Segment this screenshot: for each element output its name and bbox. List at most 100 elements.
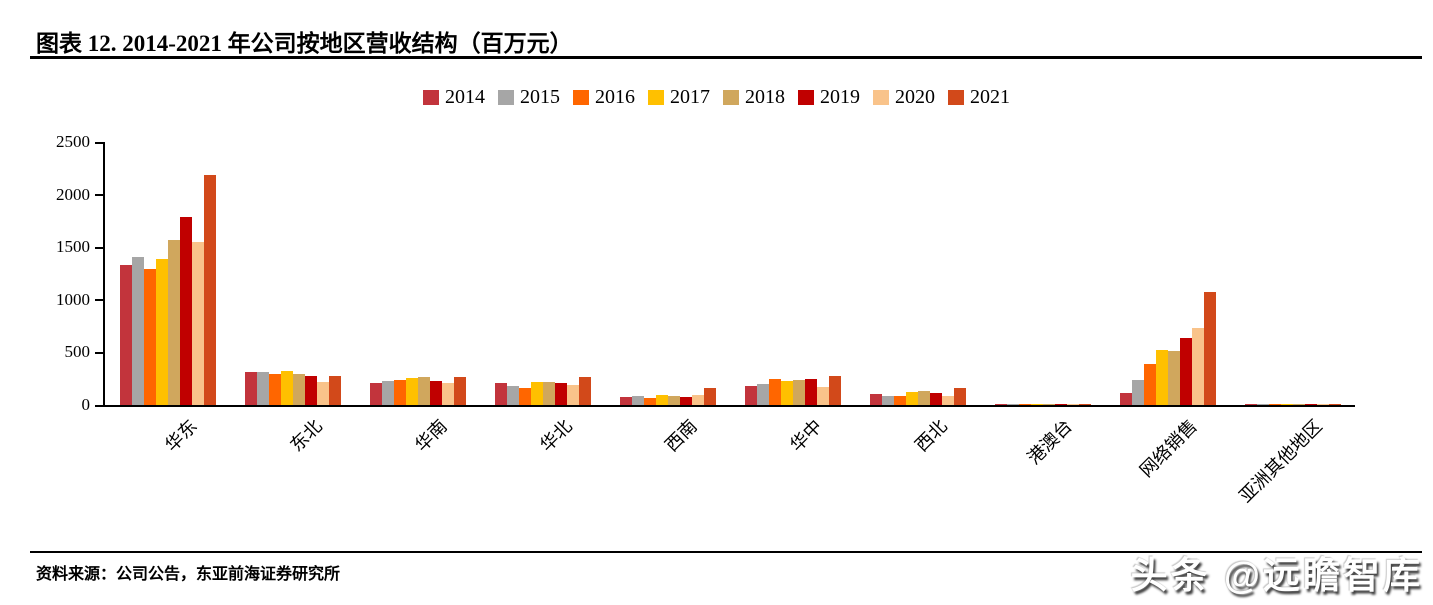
bar-华中-2019 — [804, 379, 817, 405]
y-axis-tick-label: 1000 — [56, 289, 90, 309]
x-axis-labels: 华东 东北 华南 华北 西南 华中 西北 港澳台 网络销售 亚洲其他地区 — [105, 413, 1355, 533]
bar-group-华南 — [355, 142, 480, 405]
bar-华南-2020 — [441, 383, 454, 405]
legend-label: 2017 — [670, 86, 710, 108]
bar-华北-2017 — [530, 382, 543, 405]
bar-网络销售-2021 — [1203, 292, 1216, 405]
bar-西北-2020 — [941, 396, 954, 405]
bar-华北-2020 — [566, 385, 579, 405]
bar-group-港澳台 — [980, 142, 1105, 405]
bar-华中-2014 — [744, 386, 757, 405]
bar-group-东北 — [230, 142, 355, 405]
legend-item-2018: 2018 — [723, 86, 785, 109]
legend-swatch-icon — [798, 90, 814, 105]
legend-item-2020: 2020 — [873, 86, 935, 109]
bar-华东-2017 — [155, 259, 168, 405]
bar-港澳台-2021 — [1078, 404, 1091, 405]
x-axis-label-西南: 西南 — [661, 415, 701, 456]
bar-group-华北 — [480, 142, 605, 405]
legend-swatch-icon — [723, 90, 739, 105]
bar-华北-2015 — [506, 386, 519, 405]
bar-网络销售-2017 — [1155, 350, 1168, 405]
bar-华南-2016 — [393, 380, 406, 405]
x-axis-label-华东: 华东 — [161, 415, 201, 456]
source-note: 资料来源：公司公告，东亚前海证券研究所 — [36, 566, 341, 583]
bar-华中-2015 — [756, 384, 769, 405]
title-divider — [30, 56, 1422, 59]
bar-港澳台-2017 — [1030, 404, 1043, 405]
y-axis-tick-label: 500 — [64, 342, 91, 362]
legend-item-2017: 2017 — [648, 86, 710, 109]
legend-label: 2021 — [970, 86, 1010, 108]
bar-华南-2015 — [381, 381, 394, 405]
bar-华南-2021 — [453, 377, 466, 405]
bar-网络销售-2018 — [1167, 351, 1180, 405]
bar-华北-2018 — [542, 382, 555, 405]
bar-网络销售-2016 — [1143, 364, 1156, 405]
bar-华南-2018 — [417, 377, 430, 405]
bar-华北-2016 — [518, 388, 531, 405]
x-axis-label-港澳台: 港澳台 — [1023, 415, 1076, 469]
bar-华中-2018 — [792, 380, 805, 405]
bar-华东-2015 — [131, 257, 144, 405]
bar-网络销售-2015 — [1131, 380, 1144, 405]
bar-亚洲其他地区-2018 — [1292, 404, 1305, 405]
bar-华南-2019 — [429, 381, 442, 405]
y-axis-tick — [95, 141, 104, 144]
bar-网络销售-2019 — [1179, 338, 1192, 405]
bar-东北-2015 — [256, 372, 269, 405]
bar-华中-2020 — [816, 387, 829, 405]
bar-西北-2015 — [881, 396, 894, 405]
bar-港澳台-2019 — [1054, 404, 1067, 405]
bar-西南-2021 — [703, 388, 716, 405]
legend: 2014 2015 2016 2017 2018 2019 2020 2021 — [0, 86, 1433, 109]
legend-swatch-icon — [573, 90, 589, 105]
y-axis-tick — [95, 246, 104, 249]
bar-西南-2016 — [643, 398, 656, 405]
bar-西北-2021 — [953, 388, 966, 405]
bar-亚洲其他地区-2017 — [1280, 404, 1293, 405]
legend-item-2016: 2016 — [573, 86, 635, 109]
bar-西南-2019 — [679, 397, 692, 405]
x-axis-label-华北: 华北 — [536, 415, 576, 456]
bar-西南-2018 — [667, 396, 680, 405]
bar-西南-2014 — [619, 397, 632, 405]
legend-swatch-icon — [648, 90, 664, 105]
legend-label: 2020 — [895, 86, 935, 108]
bar-华南-2014 — [369, 383, 382, 405]
bar-华东-2018 — [167, 240, 180, 405]
legend-swatch-icon — [873, 90, 889, 105]
bar-华中-2016 — [768, 379, 781, 405]
bar-西北-2017 — [905, 392, 918, 405]
bar-华东-2016 — [143, 269, 156, 405]
legend-item-2019: 2019 — [798, 86, 860, 109]
bar-东北-2020 — [316, 382, 329, 405]
bar-港澳台-2016 — [1018, 404, 1031, 405]
x-axis-label-华中: 华中 — [786, 415, 826, 456]
y-axis-tick — [95, 299, 104, 302]
legend-label: 2015 — [520, 86, 560, 108]
bar-西南-2015 — [631, 396, 644, 405]
bar-港澳台-2015 — [1006, 404, 1019, 405]
bar-东北-2021 — [328, 376, 341, 405]
bottom-divider — [30, 551, 1422, 553]
bar-东北-2018 — [292, 374, 305, 405]
legend-item-2015: 2015 — [498, 86, 560, 109]
bar-group-网络销售 — [1105, 142, 1230, 405]
bar-亚洲其他地区-2020 — [1316, 404, 1329, 405]
bar-华东-2014 — [119, 265, 132, 405]
bar-东北-2019 — [304, 376, 317, 405]
bar-西南-2020 — [691, 395, 704, 405]
bar-group-西北 — [855, 142, 980, 405]
x-axis-label-网络销售: 网络销售 — [1135, 415, 1201, 481]
bar-group-华东 — [105, 142, 230, 405]
bar-西北-2019 — [929, 393, 942, 405]
bar-group-亚洲其他地区 — [1230, 142, 1355, 405]
bar-网络销售-2014 — [1119, 393, 1132, 405]
bar-亚洲其他地区-2014 — [1244, 404, 1257, 405]
y-axis-tick — [95, 404, 104, 407]
legend-swatch-icon — [498, 90, 514, 105]
chart-title: 图表 12. 2014-2021 年公司按地区营收结构（百万元） — [36, 31, 573, 56]
bar-网络销售-2020 — [1191, 328, 1204, 405]
bar-西南-2017 — [655, 395, 668, 405]
